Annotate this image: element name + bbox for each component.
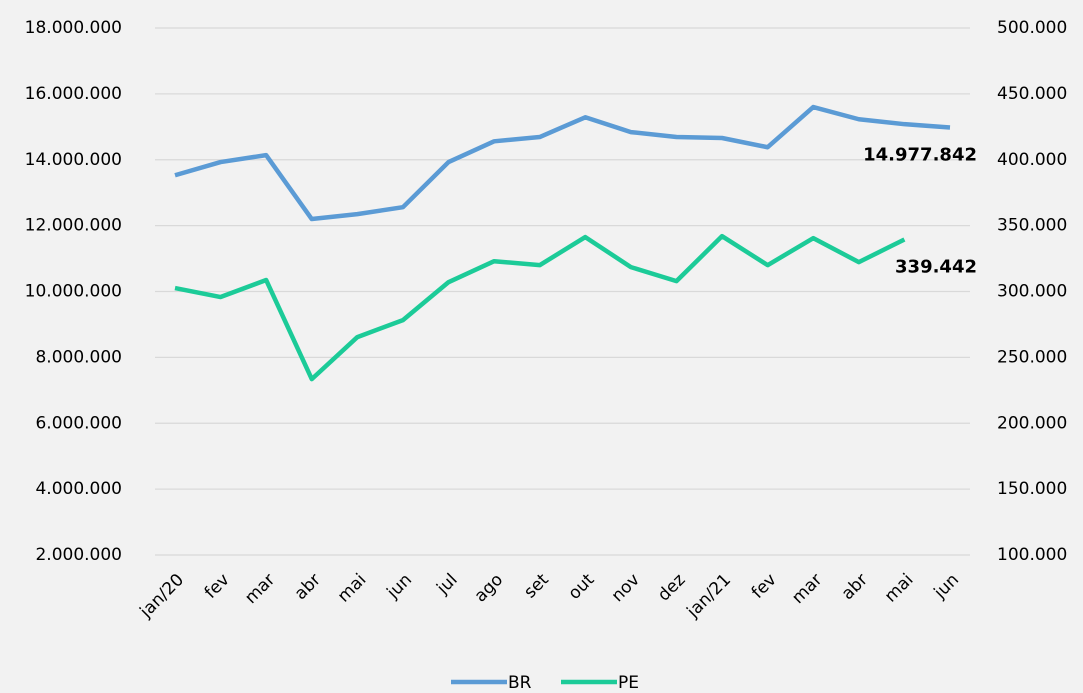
y-tick-label: 8.000.000 bbox=[35, 347, 122, 367]
x-tick-label: abr bbox=[291, 570, 325, 604]
y2-tick-label: 350.000 bbox=[997, 216, 1067, 236]
y2-tick-label: 150.000 bbox=[997, 479, 1067, 499]
x-tick-label: jan/21 bbox=[683, 570, 736, 623]
x-tick-label: jul bbox=[432, 570, 461, 599]
y-tick-label: 4.000.000 bbox=[35, 479, 122, 499]
y-tick-label: 10.000.000 bbox=[25, 282, 122, 302]
y-tick-label: 2.000.000 bbox=[35, 545, 122, 565]
y-tick-label: 18.000.000 bbox=[25, 18, 122, 38]
y-tick-label: 6.000.000 bbox=[35, 413, 122, 433]
x-tick-label: mar bbox=[241, 570, 279, 608]
y-tick-label: 14.000.000 bbox=[25, 150, 122, 170]
x-tick-label: set bbox=[520, 570, 553, 603]
data-label: 14.977.842 bbox=[863, 145, 977, 166]
y2-tick-label: 250.000 bbox=[997, 347, 1067, 367]
x-tick-label: jun bbox=[930, 570, 963, 603]
x-tick-label: jun bbox=[383, 570, 416, 603]
x-tick-label: mai bbox=[334, 570, 371, 607]
y2-tick-label: 400.000 bbox=[997, 150, 1067, 170]
y2-tick-label: 450.000 bbox=[997, 84, 1067, 104]
x-tick-label: fev bbox=[748, 570, 781, 603]
x-tick-label: abr bbox=[838, 570, 872, 604]
x-tick-label: ago bbox=[471, 570, 507, 606]
data-label: 339.442 bbox=[895, 257, 977, 278]
x-tick-label: nov bbox=[608, 570, 644, 606]
y2-tick-label: 500.000 bbox=[997, 18, 1067, 38]
series-line bbox=[174, 104, 951, 222]
y2-tick-label: 100.000 bbox=[997, 545, 1067, 565]
y-tick-label: 12.000.000 bbox=[25, 216, 122, 236]
x-tick-label: out bbox=[565, 570, 599, 604]
x-tick-label: mar bbox=[788, 570, 826, 608]
y2-tick-label: 200.000 bbox=[997, 413, 1067, 433]
y-tick-label: 16.000.000 bbox=[25, 84, 122, 104]
x-tick-label: fev bbox=[201, 570, 234, 603]
legend-label: PE bbox=[618, 673, 639, 693]
x-tick-label: jan/20 bbox=[136, 570, 189, 623]
x-tick-label: mai bbox=[881, 570, 918, 607]
series-line bbox=[174, 233, 906, 382]
legend-label: BR bbox=[508, 673, 532, 693]
x-tick-label: dez bbox=[654, 570, 690, 606]
y2-tick-label: 300.000 bbox=[997, 282, 1067, 302]
